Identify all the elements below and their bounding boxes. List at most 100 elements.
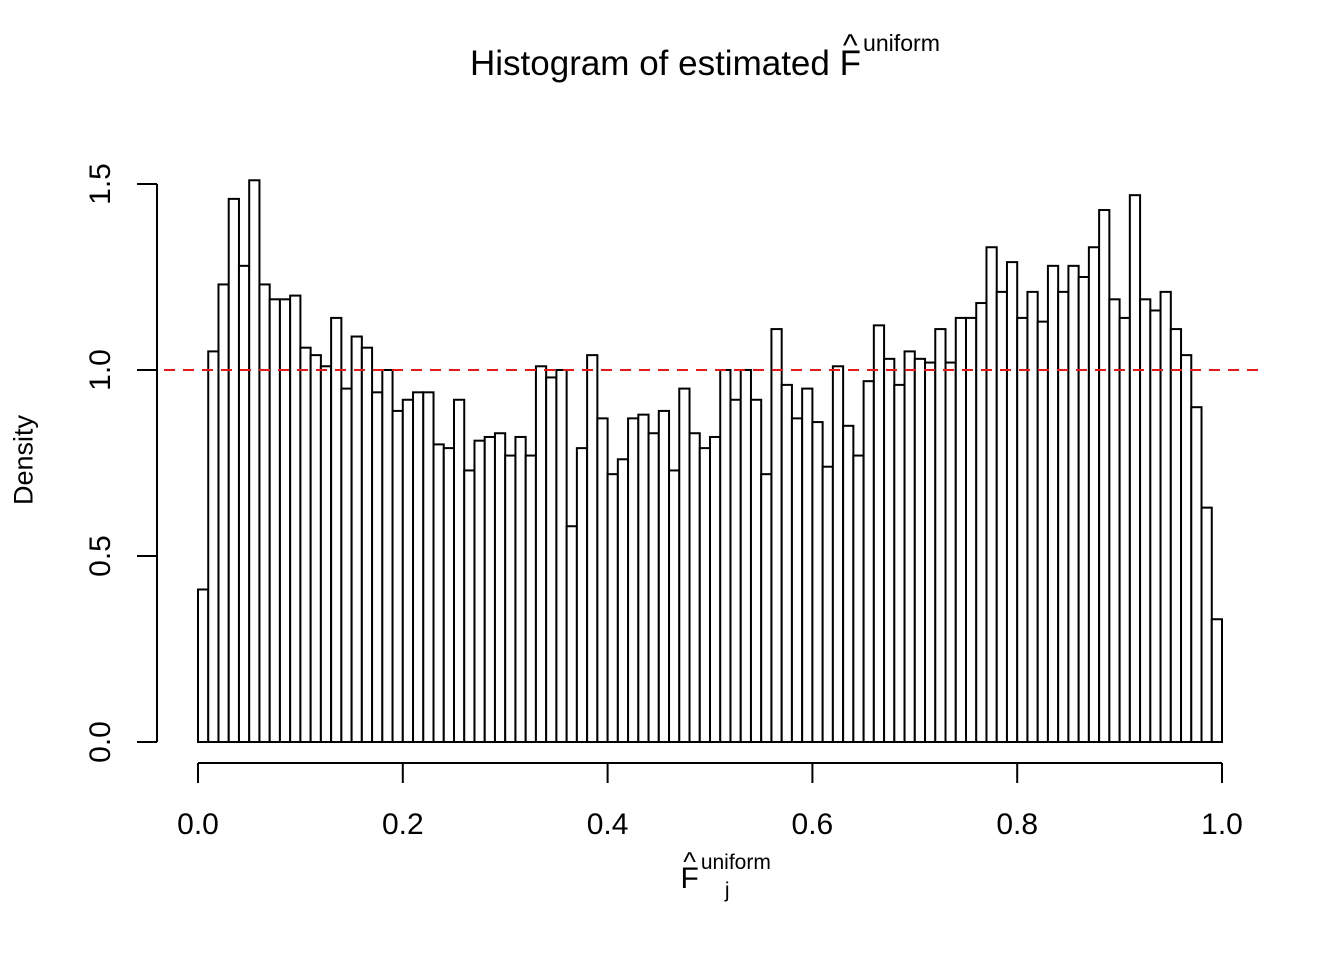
histogram-bar (903, 350, 916, 743)
histogram-bar (913, 357, 927, 743)
histogram-bar (514, 435, 527, 743)
histogram-bars (197, 179, 1224, 744)
histogram-bar (954, 316, 968, 743)
histogram-bar (1200, 506, 1213, 744)
histogram-bar (504, 454, 517, 743)
histogram-bar (985, 246, 998, 744)
histogram-bar (391, 409, 404, 743)
histogram-bar (749, 398, 763, 743)
y-tick-label: 1.0 (84, 349, 117, 391)
histogram-bar (1169, 328, 1183, 743)
x-tick-label: 0.6 (792, 808, 834, 841)
histogram-bar (340, 387, 353, 743)
histogram-bar (668, 469, 681, 743)
histogram-bar (524, 454, 537, 743)
histogram-bar (688, 432, 701, 743)
histogram-bar (739, 369, 752, 743)
y-tick-label: 1.5 (84, 163, 117, 205)
histogram-bar (647, 432, 660, 743)
histogram-bar (299, 346, 312, 743)
histogram-bar (534, 365, 548, 743)
histogram-bar (1067, 264, 1080, 743)
histogram-bar (842, 424, 855, 743)
histogram-bar (350, 335, 363, 743)
histogram-bar (227, 197, 240, 743)
histogram-bar (657, 409, 671, 743)
histogram-bar (309, 354, 322, 743)
histogram-bar (627, 417, 640, 743)
histogram-bar (483, 435, 496, 743)
histogram-bar (872, 324, 886, 743)
histogram-bar (1098, 209, 1111, 744)
histogram-bar (709, 435, 722, 743)
histogram-bar (729, 398, 742, 743)
x-tick-label: 0.4 (587, 808, 629, 841)
histogram-bar (1057, 290, 1070, 743)
histogram-bar (893, 383, 906, 743)
histogram-bar (319, 365, 333, 743)
histogram-bar (821, 465, 834, 743)
histogram-bar (1016, 316, 1029, 743)
histogram-bar (1210, 618, 1224, 743)
histogram-bar (453, 398, 466, 743)
histogram-bar (678, 387, 691, 743)
histogram-bar (248, 179, 261, 743)
histogram-bar (289, 294, 302, 743)
y-tick-label: 0.0 (84, 721, 117, 763)
histogram-bar (463, 469, 476, 743)
histogram-bar (1026, 290, 1039, 743)
histogram-bar (207, 350, 220, 743)
histogram-bar (760, 473, 773, 743)
histogram-bar (258, 283, 271, 743)
histogram-bar (606, 473, 619, 743)
histogram-bar (924, 361, 937, 743)
histogram-bar (975, 302, 988, 743)
histogram-bar (586, 354, 599, 743)
histogram-bar (237, 264, 251, 743)
histogram-bar (1190, 406, 1203, 743)
x-axis-label: Funiformj (0, 851, 1344, 902)
x-tick-label: 1.0 (1201, 808, 1243, 841)
histogram-bar (831, 365, 845, 743)
histogram-bar (780, 383, 793, 743)
histogram-bar (965, 316, 978, 743)
histogram-bar (719, 369, 732, 743)
histogram-bar (1118, 316, 1131, 743)
histogram-bar (811, 421, 824, 743)
histogram-bar (770, 328, 783, 743)
histogram-bar (596, 417, 609, 743)
y-axis: 0.0 0.5 1.0 1.5 (84, 163, 158, 763)
histogram-bar (371, 391, 384, 743)
x-axis: 0.0 0.2 0.4 0.6 0.8 1.0 (177, 762, 1243, 841)
histogram-bar (1005, 261, 1019, 743)
histogram-bar (330, 316, 343, 743)
histogram-bar (575, 447, 589, 743)
histogram-bar (197, 588, 210, 743)
histogram-bar (1149, 309, 1162, 743)
histogram-bar (1159, 290, 1172, 743)
histogram-bar (1128, 194, 1142, 744)
histogram-bar (442, 447, 456, 743)
histogram-bar (883, 357, 896, 743)
histogram-bar (422, 391, 435, 743)
histogram-bar (1077, 276, 1090, 743)
histogram-bar (401, 398, 415, 743)
histogram-bar (1087, 246, 1101, 744)
histogram-bar (1139, 298, 1152, 743)
histogram-bar (360, 346, 374, 743)
histogram-bar (1036, 320, 1049, 743)
histogram-bar (862, 380, 875, 743)
y-tick-label: 0.5 (84, 535, 117, 577)
histogram-bar (995, 290, 1008, 743)
histogram-bar (565, 525, 578, 743)
chart-title: Histogram of estimated Funiform (0, 30, 1344, 84)
histogram-bar (801, 387, 814, 743)
histogram-bar (268, 298, 281, 743)
histogram-bar (852, 454, 865, 743)
x-tick-label: 0.2 (382, 808, 424, 841)
histogram-bar (493, 432, 507, 743)
histogram-bar (1180, 354, 1193, 743)
histogram-bar (616, 458, 630, 743)
histogram-bar (278, 298, 292, 743)
